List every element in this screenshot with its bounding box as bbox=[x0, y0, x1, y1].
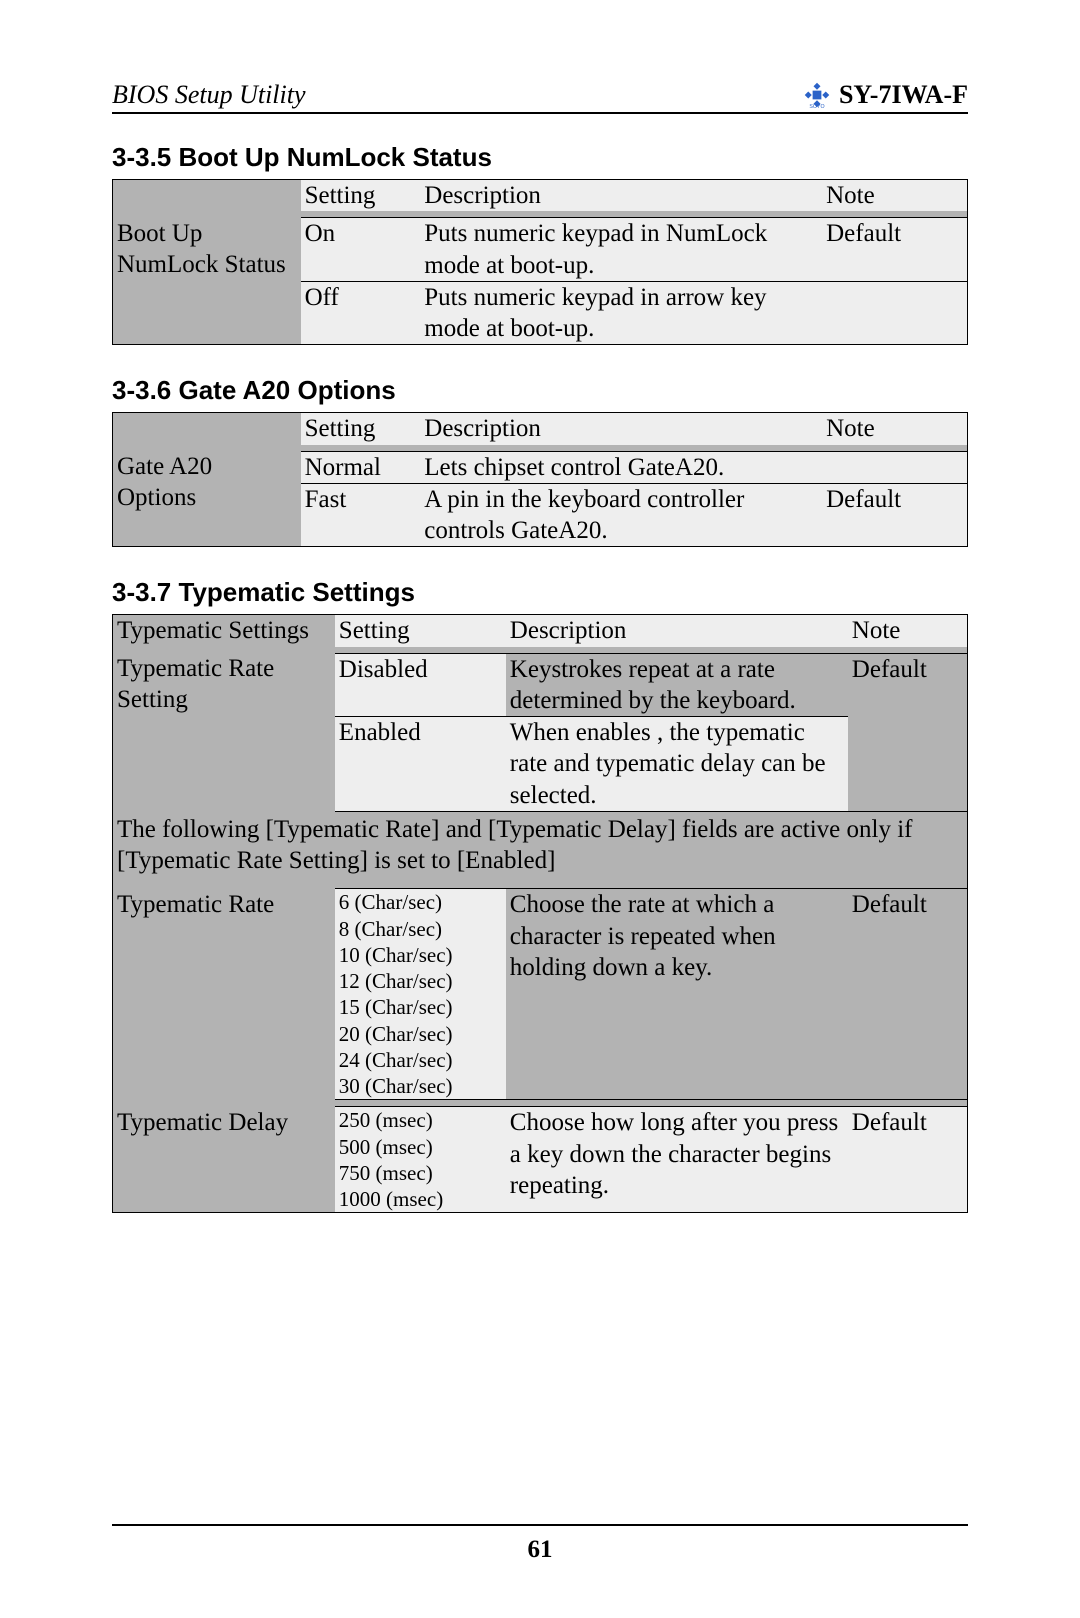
page-header: BIOS Setup Utility SOYO SY-7IWA-F bbox=[112, 80, 968, 114]
section-heading-numlock: 3-3.5 Boot Up NumLock Status bbox=[112, 142, 968, 173]
table-row: Typematic Delay 250 (msec) 500 (msec) 75… bbox=[113, 1107, 968, 1213]
col-header-blank bbox=[113, 180, 301, 212]
cell-description: Puts numeric keypad in NumLock mode at b… bbox=[420, 218, 822, 282]
cell-description: Choose the rate at which a character is … bbox=[506, 889, 848, 1100]
cell-note: Default bbox=[848, 1107, 968, 1213]
cell-description: Choose how long after you press a key do… bbox=[506, 1107, 848, 1213]
cell-setting: Enabled bbox=[335, 717, 506, 812]
soyo-logo-icon: SOYO bbox=[803, 81, 831, 109]
cell-note bbox=[848, 717, 968, 812]
col-header-note: Note bbox=[822, 413, 967, 445]
cell-description: A pin in the keyboard controller control… bbox=[420, 483, 822, 547]
table-row: Gate A20 Options Normal Lets chipset con… bbox=[113, 451, 968, 483]
cell-setting: On bbox=[301, 218, 421, 282]
cell-description: When enables , the typematic rate and ty… bbox=[506, 717, 848, 812]
col-header-description: Description bbox=[506, 615, 848, 647]
table-header-row: Setting Description Note bbox=[113, 413, 968, 445]
page-number: 61 bbox=[112, 1524, 968, 1564]
cell-description: Lets chipset control GateA20. bbox=[420, 451, 822, 483]
table-row: The following [Typematic Rate] and [Type… bbox=[113, 811, 968, 882]
col-header-description: Description bbox=[420, 413, 822, 445]
table-typematic: Typematic Settings Setting Description N… bbox=[112, 614, 968, 1213]
cell-setting: Fast bbox=[301, 483, 421, 547]
cell-description: Puts numeric keypad in arrow key mode at… bbox=[420, 281, 822, 345]
col-header-note: Note bbox=[822, 180, 967, 212]
svg-text:SOYO: SOYO bbox=[809, 104, 824, 109]
col-header-setting: Setting bbox=[301, 413, 421, 445]
cell-setting: Disabled bbox=[335, 653, 506, 717]
cell-note: Default bbox=[822, 483, 967, 547]
cell-description: Keystrokes repeat at a rate determined b… bbox=[506, 653, 848, 717]
cell-note: Default bbox=[848, 889, 968, 1100]
table-row: Typematic Rate 6 (Char/sec) 8 (Char/sec)… bbox=[113, 889, 968, 1100]
table-header-row: Setting Description Note bbox=[113, 180, 968, 212]
cell-setting: Normal bbox=[301, 451, 421, 483]
row-label: Boot Up NumLock Status bbox=[113, 218, 301, 345]
cell-note: Default bbox=[822, 218, 967, 282]
col-header-blank bbox=[113, 413, 301, 445]
cell-setting: 250 (msec) 500 (msec) 750 (msec) 1000 (m… bbox=[335, 1107, 506, 1213]
table-row: Typematic Rate Setting Disabled Keystrok… bbox=[113, 653, 968, 717]
section-heading-typematic: 3-3.7 Typematic Settings bbox=[112, 577, 968, 608]
model-number: SY-7IWA-F bbox=[839, 80, 968, 110]
row-label: Typematic Rate Setting bbox=[113, 653, 335, 811]
header-right: SOYO SY-7IWA-F bbox=[803, 80, 968, 110]
col-header-setting: Setting bbox=[301, 180, 421, 212]
table-gatea20: Setting Description Note Gate A20 Option… bbox=[112, 412, 968, 547]
cell-setting: Off bbox=[301, 281, 421, 345]
table-header-row: Typematic Settings Setting Description N… bbox=[113, 615, 968, 647]
col-header-description: Description bbox=[420, 180, 822, 212]
row-label: Gate A20 Options bbox=[113, 451, 301, 547]
col-header-typematic: Typematic Settings bbox=[113, 615, 335, 647]
col-header-setting: Setting bbox=[335, 615, 506, 647]
page: BIOS Setup Utility SOYO SY-7IWA-F 3-3.5 … bbox=[0, 0, 1080, 1618]
table-numlock: Setting Description Note Boot Up NumLock… bbox=[112, 179, 968, 345]
cell-note bbox=[822, 451, 967, 483]
header-title: BIOS Setup Utility bbox=[112, 80, 306, 110]
row-label: Typematic Rate bbox=[113, 889, 335, 1100]
section-heading-gatea20: 3-3.6 Gate A20 Options bbox=[112, 375, 968, 406]
col-header-note: Note bbox=[848, 615, 968, 647]
typewriter-note: The following [Typematic Rate] and [Type… bbox=[113, 811, 968, 882]
cell-setting: 6 (Char/sec) 8 (Char/sec) 10 (Char/sec) … bbox=[335, 889, 506, 1100]
table-row: Boot Up NumLock Status On Puts numeric k… bbox=[113, 218, 968, 282]
cell-note bbox=[822, 281, 967, 345]
cell-note: Default bbox=[848, 653, 968, 717]
row-label: Typematic Delay bbox=[113, 1107, 335, 1213]
